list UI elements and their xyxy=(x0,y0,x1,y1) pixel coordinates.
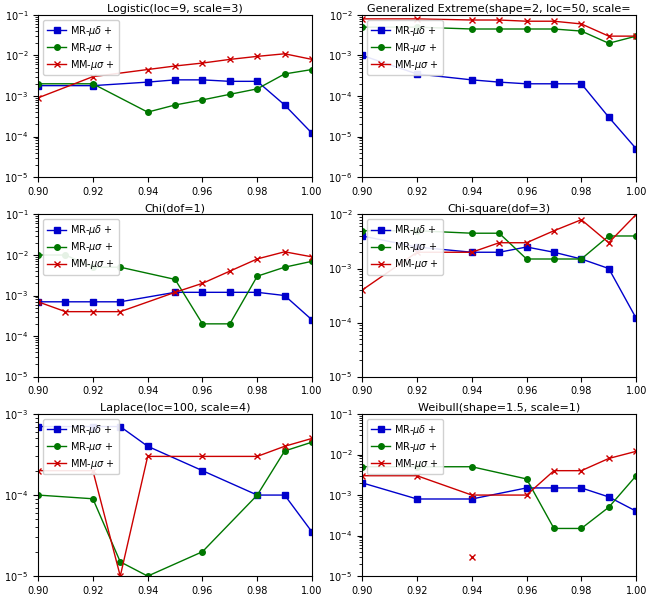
Title: Generalized Extreme(shape=2, loc=50, scale=: Generalized Extreme(shape=2, loc=50, sca… xyxy=(367,4,631,14)
Title: Weibull(shape=1.5, scale=1): Weibull(shape=1.5, scale=1) xyxy=(418,403,580,413)
Title: Chi(dof=1): Chi(dof=1) xyxy=(145,204,206,214)
Legend: MR-$\mu\delta$ +, MR-$\mu\sigma$ +, MM-$\mu\sigma$ +: MR-$\mu\delta$ +, MR-$\mu\sigma$ +, MM-$… xyxy=(43,220,119,275)
Legend: MR-$\mu\delta$ +, MR-$\mu\sigma$ +, MM-$\mu\sigma$ +: MR-$\mu\delta$ +, MR-$\mu\sigma$ +, MM-$… xyxy=(367,20,443,76)
Legend: MR-$\mu\delta$ +, MR-$\mu\sigma$ +, MM-$\mu\sigma$ +: MR-$\mu\delta$ +, MR-$\mu\sigma$ +, MM-$… xyxy=(43,419,119,475)
Legend: MR-$\mu\delta$ +, MR-$\mu\sigma$ +, MM-$\mu\sigma$ +: MR-$\mu\delta$ +, MR-$\mu\sigma$ +, MM-$… xyxy=(367,220,443,275)
Legend: MR-$\mu\delta$ +, MR-$\mu\sigma$ +, MM-$\mu\sigma$ +: MR-$\mu\delta$ +, MR-$\mu\sigma$ +, MM-$… xyxy=(367,419,443,475)
Legend: MR-$\mu\delta$ +, MR-$\mu\sigma$ +, MM-$\mu\sigma$ +: MR-$\mu\delta$ +, MR-$\mu\sigma$ +, MM-$… xyxy=(43,20,119,76)
Title: Laplace(loc=100, scale=4): Laplace(loc=100, scale=4) xyxy=(100,403,251,413)
Title: Chi-square(dof=3): Chi-square(dof=3) xyxy=(448,204,551,214)
Title: Logistic(loc=9, scale=3): Logistic(loc=9, scale=3) xyxy=(107,4,243,14)
